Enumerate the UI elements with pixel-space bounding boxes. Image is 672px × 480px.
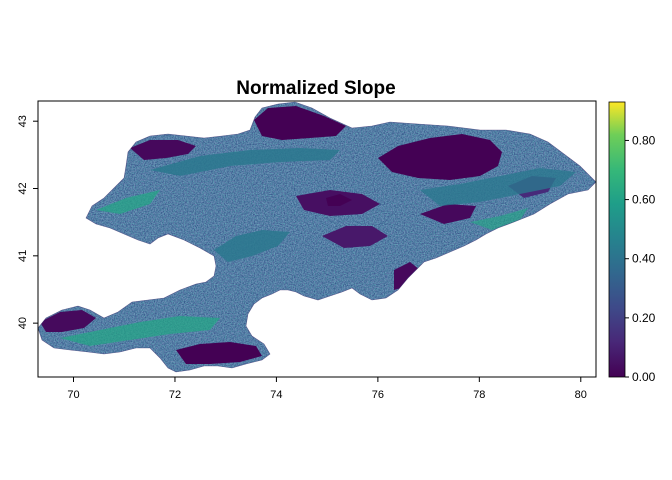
y-tick-label: 40 [17, 317, 29, 329]
legend-tick-label: 0.20 [632, 311, 656, 325]
colorbar-frame [608, 101, 626, 378]
basin-talas [130, 140, 196, 160]
ridge-tien-shan [420, 168, 576, 206]
x-tick-label: 76 [372, 389, 384, 401]
colorbar-ticks: 0.00 0.20 0.40 0.60 0.80 [625, 133, 656, 384]
ridge-alai [60, 316, 220, 346]
ridge-ferghana-range [214, 230, 290, 262]
slope-raster [37, 101, 597, 373]
basin-sonkul [326, 194, 352, 206]
legend-tick-label: 0.80 [632, 133, 656, 147]
y-tick-label: 43 [17, 115, 29, 127]
basin-fergana-edge [40, 310, 96, 332]
y-tick-label: 42 [17, 182, 29, 194]
colorbar [609, 102, 625, 377]
basin-central [322, 226, 388, 248]
basin-issyk-kul [378, 134, 502, 180]
ridge-kyrgyz [150, 148, 340, 176]
legend-tick-label: 0.00 [632, 370, 656, 384]
x-axis: 70 72 74 76 78 80 [67, 377, 587, 401]
ridge-kokshaal [470, 208, 528, 230]
y-tick-label: 41 [17, 250, 29, 262]
x-tick-label: 74 [270, 389, 282, 401]
colorbar-legend: 0.00 0.20 0.40 0.60 0.80 [608, 101, 656, 384]
plot-frame [37, 100, 597, 378]
x-tick-label: 72 [169, 389, 181, 401]
legend-tick-label: 0.60 [632, 193, 656, 207]
basin-alai [176, 342, 262, 364]
legend-tick-label: 0.40 [632, 252, 656, 266]
y-axis: 40 41 42 43 [17, 115, 38, 329]
map-title: Normalized Slope [236, 78, 395, 99]
x-tick-label: 80 [575, 389, 587, 401]
ridge-talas [96, 190, 160, 214]
x-tick-label: 70 [67, 389, 79, 401]
x-tick-label: 78 [473, 389, 485, 401]
basin-aksai [394, 262, 420, 290]
basin-at-bashy [420, 204, 476, 224]
basin-chuy-valley [254, 106, 346, 140]
